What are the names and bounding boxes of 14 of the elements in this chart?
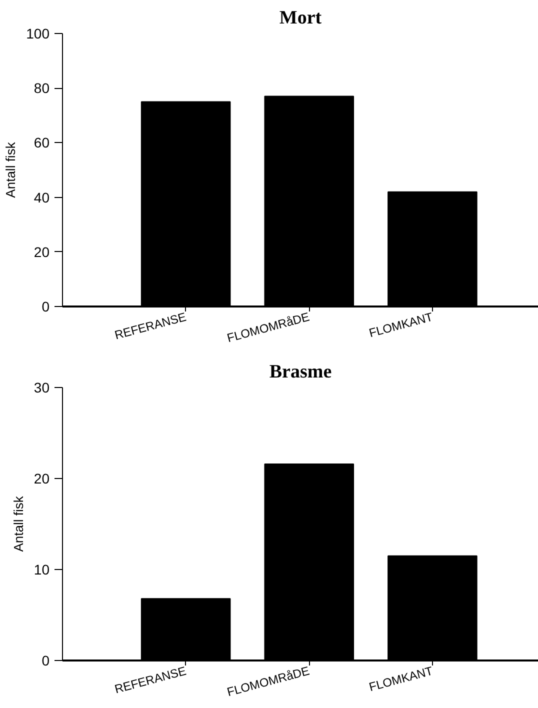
y-axis-title: Antall fisk <box>10 496 26 552</box>
y-axis-title: Antall fisk <box>3 142 18 198</box>
y-tick-label: 20 <box>34 244 50 260</box>
y-tick-label: 0 <box>42 298 50 314</box>
chart-title: Brasme <box>269 362 332 382</box>
y-tick-label: 40 <box>34 189 50 206</box>
y-tick-label: 0 <box>42 652 50 668</box>
y-tick-label: 30 <box>34 380 50 396</box>
y-tick-label: 10 <box>34 562 50 578</box>
y-tick-label: 20 <box>34 470 50 486</box>
y-tick-label: 100 <box>26 26 50 42</box>
chart-title: Mort <box>279 8 322 28</box>
y-tick-label: 80 <box>34 80 50 96</box>
y-tick-label: 60 <box>34 134 50 151</box>
